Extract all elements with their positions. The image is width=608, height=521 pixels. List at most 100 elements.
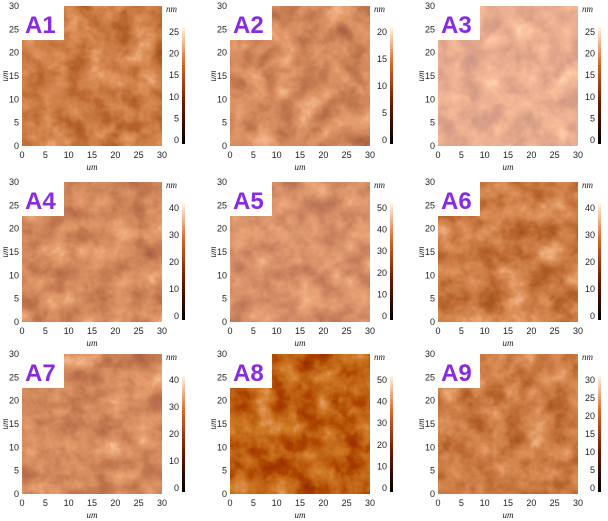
colorbar-tick-label: 20 [585, 257, 595, 267]
colorbar-tick-label: 50 [377, 203, 387, 213]
colorbar-tick-label: 20 [169, 257, 179, 267]
y-tick-label: 30 [425, 177, 435, 187]
colorbar-tick-label: 0 [174, 135, 179, 145]
x-tick-label: 5 [459, 326, 464, 336]
y-tick-label: 20 [217, 48, 227, 58]
colorbar-tick-label: 5 [590, 113, 595, 123]
colorbar-unit: nm [374, 4, 386, 14]
panel: A8 0 5 10 15 20 25 30 um 0 5 10 15 20 25 30 um nm 50 40 30 20… [208, 349, 393, 520]
y-tick-label: 30 [425, 349, 435, 359]
label-box [22, 182, 64, 216]
label-box [22, 6, 64, 40]
colorbar-tick-label: 40 [377, 225, 387, 235]
colorbar-tick-label: 30 [585, 230, 595, 240]
x-tick-label: 30 [157, 326, 167, 336]
x-tick-label: 5 [459, 498, 464, 508]
colorbar-tick-label: 40 [169, 203, 179, 213]
y-tick-label: 15 [217, 71, 227, 81]
colorbar-tick-label: 40 [377, 397, 387, 407]
colorbar-tick-label: 0 [590, 311, 595, 321]
y-tick-label: 25 [9, 24, 19, 34]
colorbar-tick-label: 30 [585, 375, 595, 385]
y-tick-label: 0 [14, 489, 19, 499]
colorbar-tick-label: 30 [169, 402, 179, 412]
panel-label: A2 [233, 12, 264, 39]
colorbar [182, 376, 185, 492]
colorbar-tick-label: 10 [377, 81, 387, 91]
y-tick-label: 5 [222, 294, 227, 304]
y-tick-label: 15 [217, 419, 227, 429]
x-axis-label: um [87, 510, 99, 520]
panel-label: A3 [441, 12, 472, 39]
x-tick-label: 25 [134, 498, 144, 508]
y-axis-label: um [208, 70, 218, 82]
y-tick-label: 0 [222, 141, 227, 151]
x-tick-label: 10 [64, 498, 74, 508]
colorbar-tick-label: 5 [590, 465, 595, 475]
colorbar-tick-label: 25 [169, 27, 179, 37]
panel: A4 0 5 10 15 20 25 30 um 0 5 10 15 20 25 30 um nm 40 30 20 10… [0, 177, 185, 348]
colorbar [598, 376, 601, 492]
x-tick-label: 10 [480, 150, 490, 160]
x-tick-label: 15 [503, 498, 513, 508]
panel-label: A4 [25, 188, 56, 215]
x-tick-label: 0 [19, 150, 24, 160]
x-axis-label: um [87, 162, 99, 172]
y-tick-label: 30 [217, 177, 227, 187]
label-box [22, 354, 64, 388]
panel-label: A1 [25, 12, 56, 39]
panel-label: A6 [441, 188, 472, 215]
colorbar-tick-label: 15 [585, 429, 595, 439]
panel: A5 0 5 10 15 20 25 30 um 0 5 10 15 20 25 30 um nm 50 40 30 20… [208, 177, 393, 348]
y-tick-label: 5 [222, 118, 227, 128]
y-tick-label: 0 [222, 317, 227, 327]
x-tick-label: 10 [480, 498, 490, 508]
x-axis-label: um [87, 338, 99, 348]
panel: A1 0 5 10 15 20 25 30 um 0 5 10 15 20 25 30 um nm 25 20 15 10… [0, 1, 185, 172]
y-tick-label: 10 [9, 270, 19, 280]
panel-label: A8 [233, 360, 264, 387]
colorbar-tick-label: 0 [590, 135, 595, 145]
x-tick-label: 20 [526, 150, 536, 160]
y-tick-label: 30 [425, 1, 435, 11]
y-tick-label: 10 [217, 270, 227, 280]
y-axis-label: um [0, 418, 10, 430]
x-tick-label: 25 [134, 326, 144, 336]
y-tick-label: 10 [425, 442, 435, 452]
x-tick-label: 15 [87, 150, 97, 160]
label-box [230, 354, 272, 388]
y-axis-label: um [416, 70, 426, 82]
colorbar-tick-label: 30 [377, 418, 387, 428]
x-axis-label: um [295, 510, 307, 520]
y-tick-label: 25 [425, 24, 435, 34]
label-box [438, 182, 480, 216]
x-tick-label: 15 [87, 326, 97, 336]
x-tick-label: 20 [318, 150, 328, 160]
label-box [438, 354, 480, 388]
colorbar-tick-label: 20 [377, 440, 387, 450]
colorbar-tick-label: 10 [585, 92, 595, 102]
y-axis-label: um [416, 246, 426, 258]
y-tick-label: 30 [217, 1, 227, 11]
y-axis-label: um [0, 246, 10, 258]
colorbar-tick-label: 15 [377, 54, 387, 64]
y-tick-label: 10 [217, 94, 227, 104]
x-tick-label: 25 [134, 150, 144, 160]
label-box [230, 6, 272, 40]
y-tick-label: 15 [425, 71, 435, 81]
panel-label: A9 [441, 360, 472, 387]
colorbar-tick-label: 20 [169, 49, 179, 59]
x-tick-label: 15 [87, 498, 97, 508]
x-tick-label: 30 [573, 150, 583, 160]
x-tick-label: 20 [110, 326, 120, 336]
y-tick-label: 30 [217, 349, 227, 359]
x-tick-label: 5 [43, 326, 48, 336]
y-tick-label: 15 [9, 247, 19, 257]
y-tick-label: 0 [14, 317, 19, 327]
colorbar-unit: nm [582, 352, 594, 362]
x-tick-label: 10 [272, 150, 282, 160]
colorbar-unit: nm [582, 180, 594, 190]
colorbar-tick-label: 10 [585, 447, 595, 457]
colorbar-unit: nm [166, 352, 178, 362]
